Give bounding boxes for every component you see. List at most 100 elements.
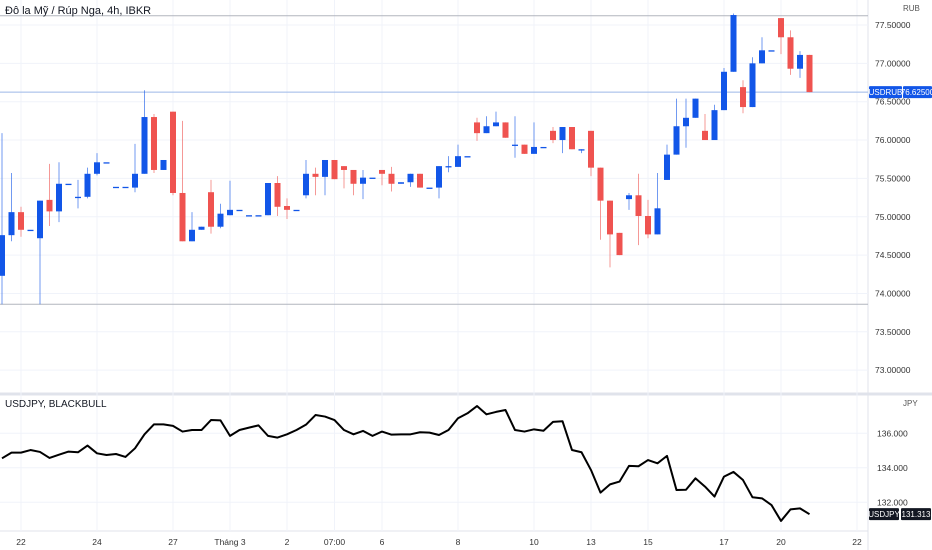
candle-body <box>635 195 642 216</box>
candle-body <box>768 50 775 52</box>
jpy-axis-label: 134.000 <box>877 463 908 473</box>
candle <box>113 186 119 189</box>
candle <box>426 187 433 189</box>
candle-body <box>607 200 613 235</box>
candle <box>768 50 775 52</box>
candle-body <box>797 54 803 69</box>
candle-body <box>417 173 423 188</box>
candle <box>664 144 670 180</box>
candle-body <box>787 37 794 69</box>
usdrub-last-price-badge-bg <box>903 86 932 99</box>
candle-body <box>531 146 537 154</box>
candle <box>407 173 414 187</box>
candle <box>550 127 556 144</box>
candle <box>806 54 813 93</box>
candle-body <box>37 200 43 239</box>
candle <box>179 120 186 242</box>
candle-body <box>265 183 271 216</box>
candle-body <box>778 18 784 38</box>
candle <box>208 179 214 234</box>
usdrub-symbol-badge: USDRUB <box>869 88 903 97</box>
candle <box>692 98 699 118</box>
candle <box>417 173 423 188</box>
candle <box>274 176 281 216</box>
candle-body <box>84 173 91 197</box>
usdjpy-symbol-badge: USDJPY <box>868 510 900 519</box>
price-axis-label: 73.00000 <box>875 365 911 375</box>
candle-body <box>664 154 670 180</box>
price-axis-label: 73.50000 <box>875 327 911 337</box>
candle-body <box>141 117 148 174</box>
candle <box>189 212 195 242</box>
candle <box>721 67 727 111</box>
candle-body <box>293 209 300 212</box>
candle-body <box>255 215 262 217</box>
candle-body <box>160 159 167 170</box>
time-axis-label: 13 <box>586 537 596 547</box>
sub-currency-label: JPY <box>903 399 918 408</box>
candle <box>702 113 708 141</box>
candle-body <box>730 15 737 72</box>
candle <box>711 104 718 141</box>
candle-body <box>721 71 727 111</box>
candle-body <box>749 63 756 108</box>
candle-body <box>198 226 205 230</box>
candle-body <box>645 215 651 235</box>
candle <box>65 183 72 186</box>
candle <box>645 199 651 239</box>
candle <box>37 200 43 305</box>
candle-body <box>436 166 442 188</box>
candle-body <box>673 126 680 155</box>
price-axis-label: 76.00000 <box>875 135 911 145</box>
price-axis-label: 76.50000 <box>875 97 911 107</box>
candle <box>654 173 661 235</box>
candle <box>626 192 632 210</box>
time-axis-label: 27 <box>168 537 178 547</box>
candle <box>455 144 461 167</box>
main-chart-title: Đô la Mỹ / Rúp Nga, 4h, IBKR <box>5 5 152 17</box>
candle-body <box>65 183 72 186</box>
candle-body <box>18 212 24 230</box>
usdjpy-symbol-badge-bg <box>869 508 899 521</box>
candle <box>360 169 366 200</box>
candle-body <box>360 177 366 184</box>
candle <box>740 80 746 114</box>
jpy-axis-label: 136.000 <box>877 428 908 438</box>
candle-body <box>246 215 252 217</box>
price-axis-label: 75.50000 <box>875 173 911 183</box>
price-axis-label: 77.50000 <box>875 20 911 30</box>
candle <box>559 127 566 154</box>
candle <box>84 167 91 199</box>
candle-body <box>322 159 328 177</box>
candle <box>607 200 613 268</box>
candle <box>0 133 5 305</box>
candle-body <box>540 146 547 149</box>
candle-body <box>274 183 281 207</box>
usdjpy-last-price-badge: 131.313 <box>902 510 931 519</box>
candle <box>94 153 100 176</box>
candle <box>379 169 385 186</box>
candle-body <box>597 167 604 201</box>
candle <box>369 177 376 179</box>
candle-body <box>398 182 404 184</box>
candle <box>483 116 490 134</box>
candle-body <box>189 229 195 242</box>
candle <box>255 215 262 217</box>
candle <box>502 122 509 138</box>
candle <box>493 111 499 127</box>
candle-body <box>8 212 15 236</box>
candle-body <box>711 110 718 141</box>
candle-body <box>654 208 661 235</box>
candle <box>236 209 243 212</box>
candle-body <box>103 162 110 164</box>
price-axis-label: 74.50000 <box>875 250 911 260</box>
candle <box>132 143 138 193</box>
candle <box>227 180 233 216</box>
time-axis-label: 6 <box>380 537 385 547</box>
candle-body <box>0 235 5 276</box>
sub-chart-title: USDJPY, BLACKBULL <box>5 399 107 410</box>
time-axis-label: 24 <box>92 537 102 547</box>
candle <box>445 156 452 173</box>
candle-body <box>217 213 224 227</box>
